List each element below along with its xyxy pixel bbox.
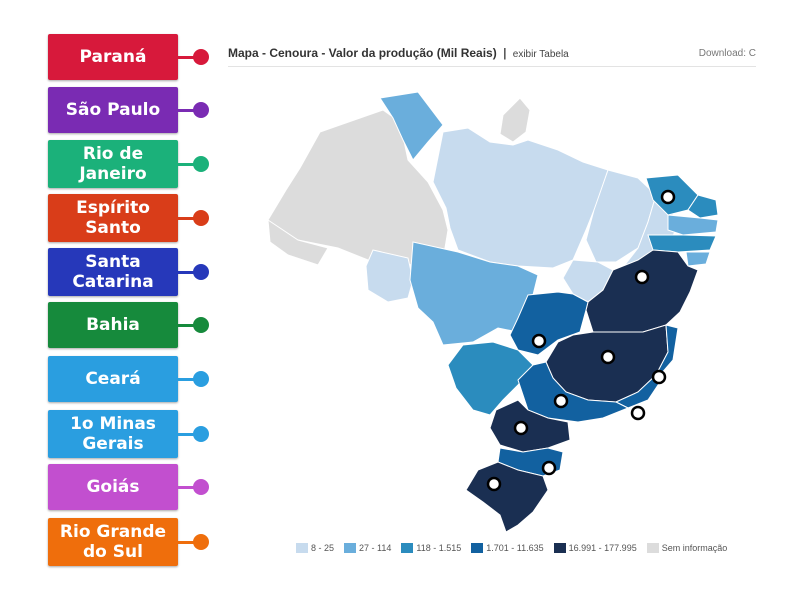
dot-sao-paulo[interactable] <box>193 102 209 118</box>
legend-label: 1.701 - 11.635 <box>486 543 544 553</box>
map-header: Mapa - Cenoura - Valor da produção (Mil … <box>228 44 756 67</box>
legend-label: 16.991 - 177.995 <box>568 543 637 553</box>
title-separator: | <box>503 46 507 60</box>
connector-rio-de-janeiro <box>178 163 198 166</box>
map-title-row: Mapa - Cenoura - Valor da produção (Mil … <box>228 46 569 60</box>
show-table-link[interactable]: exibir Tabela <box>512 49 569 60</box>
drop-marker-bahia[interactable] <box>634 269 650 285</box>
connector-ceara <box>178 378 198 381</box>
drop-marker-espirito-santo[interactable] <box>651 369 667 385</box>
drop-marker-ceara[interactable] <box>660 189 676 205</box>
legend-swatch <box>296 543 308 553</box>
legend-label: 8 - 25 <box>311 543 335 553</box>
connector-sao-paulo <box>178 109 198 112</box>
state-alagoas <box>685 251 711 267</box>
drop-marker-santa-catarina[interactable] <box>541 460 557 476</box>
connector-espirito-santo <box>178 217 198 220</box>
label-bahia[interactable]: Bahia <box>48 302 178 348</box>
state-roraima <box>379 91 444 161</box>
legend-swatch <box>646 543 659 553</box>
drop-marker-rio-grande-do-sul[interactable] <box>486 476 502 492</box>
dot-rio-de-janeiro[interactable] <box>193 156 209 172</box>
dot-parana[interactable] <box>193 49 209 65</box>
dot-minas-gerais[interactable] <box>193 426 209 442</box>
legend-label: 118 - 1.515 <box>416 543 462 553</box>
connector-rio-grande-do-sul <box>178 541 198 544</box>
legend-swatch <box>401 543 414 553</box>
map-title: Mapa - Cenoura - Valor da produção (Mil … <box>228 46 497 60</box>
state-rondonia <box>365 249 414 303</box>
download-link[interactable]: Download: C <box>698 48 756 59</box>
connector-goias <box>178 486 198 489</box>
connector-santa-catarina <box>178 271 198 274</box>
brazil-map <box>267 91 719 533</box>
state-para <box>432 127 609 269</box>
connector-parana <box>178 56 198 59</box>
label-rio-grande-do-sul[interactable]: Rio Grande do Sul <box>48 518 178 566</box>
state-mato-grosso-do-sul <box>447 341 534 416</box>
label-espirito-santo[interactable]: Espírito Santo <box>48 194 178 242</box>
legend-label: Sem informação <box>661 543 728 553</box>
label-rio-de-janeiro[interactable]: Rio de Janeiro <box>48 140 178 188</box>
drag-labels-panel: Paraná São Paulo Rio de Janeiro Espírito… <box>0 0 220 600</box>
legend-label: 27 - 114 <box>359 543 392 553</box>
drop-marker-rio-de-janeiro[interactable] <box>630 405 646 421</box>
label-goias[interactable]: Goiás <box>48 464 178 510</box>
state-pernambuco <box>647 234 717 253</box>
drop-marker-parana[interactable] <box>513 420 529 436</box>
legend-item: 16.991 - 177.995 <box>553 543 637 553</box>
state-amapa <box>499 97 531 143</box>
connector-bahia <box>178 324 198 327</box>
dot-bahia[interactable] <box>193 317 209 333</box>
label-sao-paulo[interactable]: São Paulo <box>48 87 178 133</box>
label-santa-catarina[interactable]: Santa Catarina <box>48 248 178 296</box>
state-parana <box>489 399 571 453</box>
legend-swatch <box>553 543 566 553</box>
legend-item: 118 - 1.515 <box>401 543 461 553</box>
dot-rio-grande-do-sul[interactable] <box>193 534 209 550</box>
legend-swatch <box>344 543 357 553</box>
state-maranhao <box>585 169 657 263</box>
state-acre <box>267 219 329 266</box>
state-goias <box>509 291 589 356</box>
legend-item: 8 - 25 <box>296 543 334 553</box>
state-paraiba <box>667 214 719 236</box>
dot-espirito-santo[interactable] <box>193 210 209 226</box>
drop-marker-sao-paulo[interactable] <box>553 393 569 409</box>
map-legend: 8 - 25 27 - 114 118 - 1.515 1.701 - 11.6… <box>296 540 737 556</box>
label-minas-gerais[interactable]: 1o Minas Gerais <box>48 410 178 458</box>
dot-goias[interactable] <box>193 479 209 495</box>
label-parana[interactable]: Paraná <box>48 34 178 80</box>
state-rio-grande-do-sul <box>465 461 549 533</box>
connector-minas-gerais <box>178 433 198 436</box>
state-rio-grande-do-norte <box>687 194 719 219</box>
drop-marker-goias[interactable] <box>531 333 547 349</box>
legend-item: Sem informação <box>646 543 728 553</box>
legend-swatch <box>471 543 484 553</box>
legend-item: 27 - 114 <box>344 543 391 553</box>
drop-marker-minas-gerais[interactable] <box>600 349 616 365</box>
label-ceara[interactable]: Ceará <box>48 356 178 402</box>
legend-item: 1.701 - 11.635 <box>471 543 544 553</box>
dot-santa-catarina[interactable] <box>193 264 209 280</box>
dot-ceara[interactable] <box>193 371 209 387</box>
